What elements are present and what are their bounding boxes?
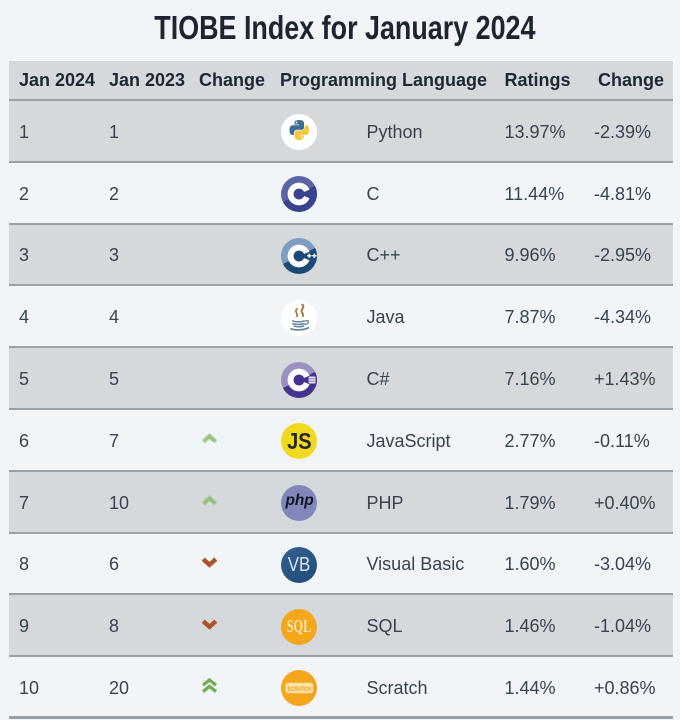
svg-text:SCRATCH: SCRATCH bbox=[287, 686, 311, 693]
svg-text:php: php bbox=[284, 492, 313, 509]
svg-text:VB: VB bbox=[287, 553, 310, 576]
svg-text:SQL: SQL bbox=[286, 616, 311, 636]
svg-text:JS: JS bbox=[287, 428, 312, 454]
